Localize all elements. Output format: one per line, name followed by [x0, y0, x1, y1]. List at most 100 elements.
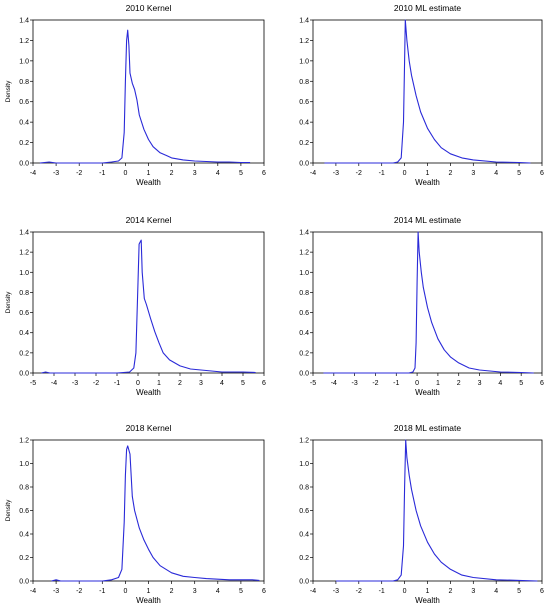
x-tick-label: -5	[30, 380, 36, 387]
plot-frame	[312, 439, 543, 582]
density-line	[323, 231, 534, 374]
chart-panel-1: -4 -3 -2 -1 0 1 2 3 4 5 6 0.0 0.2 0.4 0.6 0.8 1.0 1.2 1.4 2…	[5, 3, 266, 187]
x-tick-label: -3	[53, 588, 59, 595]
y-axis-label: Density	[5, 291, 12, 313]
x-tick-label: 2	[178, 380, 182, 387]
x-tick-label: -4	[30, 588, 36, 595]
x-tick-label: -4	[51, 380, 57, 387]
x-tick-label: -4	[30, 170, 36, 177]
y-tick-label: 0.2	[19, 140, 29, 147]
x-tick-label: 1	[426, 170, 430, 177]
x-tick-label: -5	[310, 380, 316, 387]
x-tick-label: -1	[379, 588, 385, 595]
x-tick-label: 4	[216, 588, 220, 595]
x-tick-label: -4	[331, 380, 337, 387]
chart-panel-3: -5 -4 -3 -2 -1 0 1 2 3 4 5 6 0.0 0.2 0.4 0.6 0.8 1.0 1.2 1.…	[5, 215, 266, 397]
x-tick-label: 0	[123, 170, 127, 177]
chart-title: 2010 Kernel	[126, 3, 172, 13]
x-tick-label: 0	[415, 380, 419, 387]
x-tick-label: 3	[478, 380, 482, 387]
y-tick-label: 0.4	[299, 532, 309, 539]
y-tick-label: 0.0	[299, 161, 309, 168]
x-tick-label: -3	[333, 170, 339, 177]
y-axis-label: Density	[5, 499, 12, 521]
x-tick-label: 3	[471, 588, 475, 595]
x-tick-label: 4	[498, 380, 502, 387]
y-tick-label: 0.8	[299, 485, 309, 492]
x-tick-label: 5	[239, 588, 243, 595]
y-tick-label: 0.2	[19, 555, 29, 562]
y-tick-label: 1.0	[299, 461, 309, 468]
density-line	[324, 19, 531, 164]
x-axis-label: Wealth	[136, 596, 161, 605]
y-tick-label: 0.4	[19, 330, 29, 337]
y-tick-label: 0.8	[299, 290, 309, 297]
y-tick-label: 1.0	[19, 270, 29, 277]
y-tick-label: 0.6	[299, 99, 309, 106]
x-tick-label: 0	[403, 588, 407, 595]
x-tick-label: 1	[436, 380, 440, 387]
y-tick-label: 0.0	[19, 579, 29, 586]
x-axis-label: Wealth	[415, 178, 440, 187]
x-tick-label: -2	[93, 380, 99, 387]
y-tick-label: 0.4	[19, 120, 29, 127]
density-line	[41, 239, 256, 374]
y-tick-label: 1.4	[19, 18, 29, 25]
x-tick-label: 5	[519, 380, 523, 387]
y-tick-label: 0.2	[299, 555, 309, 562]
y-tick-label: 0.8	[19, 485, 29, 492]
y-tick-label: 0.0	[299, 371, 309, 378]
x-tick-label: 5	[517, 170, 521, 177]
x-tick-label: 2	[170, 588, 174, 595]
x-tick-label: 6	[540, 380, 544, 387]
x-tick-label: -1	[393, 380, 399, 387]
x-tick-label: 6	[262, 170, 266, 177]
x-tick-label: 3	[471, 170, 475, 177]
y-tick-label: 0.0	[299, 579, 309, 586]
plot-frame	[32, 439, 265, 582]
x-tick-label: -2	[76, 588, 82, 595]
x-tick-label: 6	[262, 380, 266, 387]
y-tick-label: 1.0	[299, 58, 309, 65]
x-tick-label: 4	[220, 380, 224, 387]
y-tick-label: 0.2	[299, 140, 309, 147]
plot-frame	[32, 231, 265, 374]
y-tick-label: 0.8	[19, 79, 29, 86]
x-tick-label: 3	[199, 380, 203, 387]
x-tick-label: -1	[379, 170, 385, 177]
density-line	[335, 439, 538, 582]
x-tick-label: 5	[241, 380, 245, 387]
chart-title: 2018 Kernel	[126, 423, 172, 433]
y-tick-label: 1.4	[19, 230, 29, 237]
x-tick-label: 4	[494, 170, 498, 177]
x-tick-label: 2	[170, 170, 174, 177]
x-axis-label: Wealth	[415, 388, 440, 397]
y-tick-label: 1.0	[19, 58, 29, 65]
x-axis-label: Wealth	[136, 388, 161, 397]
chart-title: 2018 ML estimate	[394, 423, 462, 433]
y-tick-label: 0.6	[19, 310, 29, 317]
x-tick-label: 0	[123, 588, 127, 595]
chart-panel-4: -5 -4 -3 -2 -1 0 1 2 3 4 5 6 0.0 0.2 0.4 0.6 0.8 1.0 1.2 1.…	[299, 215, 544, 397]
x-tick-label: 1	[147, 588, 151, 595]
y-tick-label: 0.4	[19, 532, 29, 539]
x-tick-label: 5	[239, 170, 243, 177]
x-tick-label: 2	[457, 380, 461, 387]
x-tick-label: -1	[99, 588, 105, 595]
y-tick-label: 0.6	[19, 508, 29, 515]
x-tick-label: 6	[262, 588, 266, 595]
y-tick-label: 0.6	[19, 99, 29, 106]
density-line	[51, 445, 260, 582]
y-tick-label: 1.4	[299, 230, 309, 237]
y-axis-label: Density	[5, 80, 12, 102]
y-tick-label: 0.8	[19, 290, 29, 297]
plot-frame	[312, 19, 543, 164]
x-axis-label: Wealth	[136, 178, 161, 187]
x-tick-label: 6	[540, 170, 544, 177]
x-tick-label: -2	[356, 588, 362, 595]
y-tick-label: 1.2	[299, 250, 309, 257]
x-tick-label: 4	[494, 588, 498, 595]
x-tick-label: 6	[540, 588, 544, 595]
x-tick-label: -1	[114, 380, 120, 387]
